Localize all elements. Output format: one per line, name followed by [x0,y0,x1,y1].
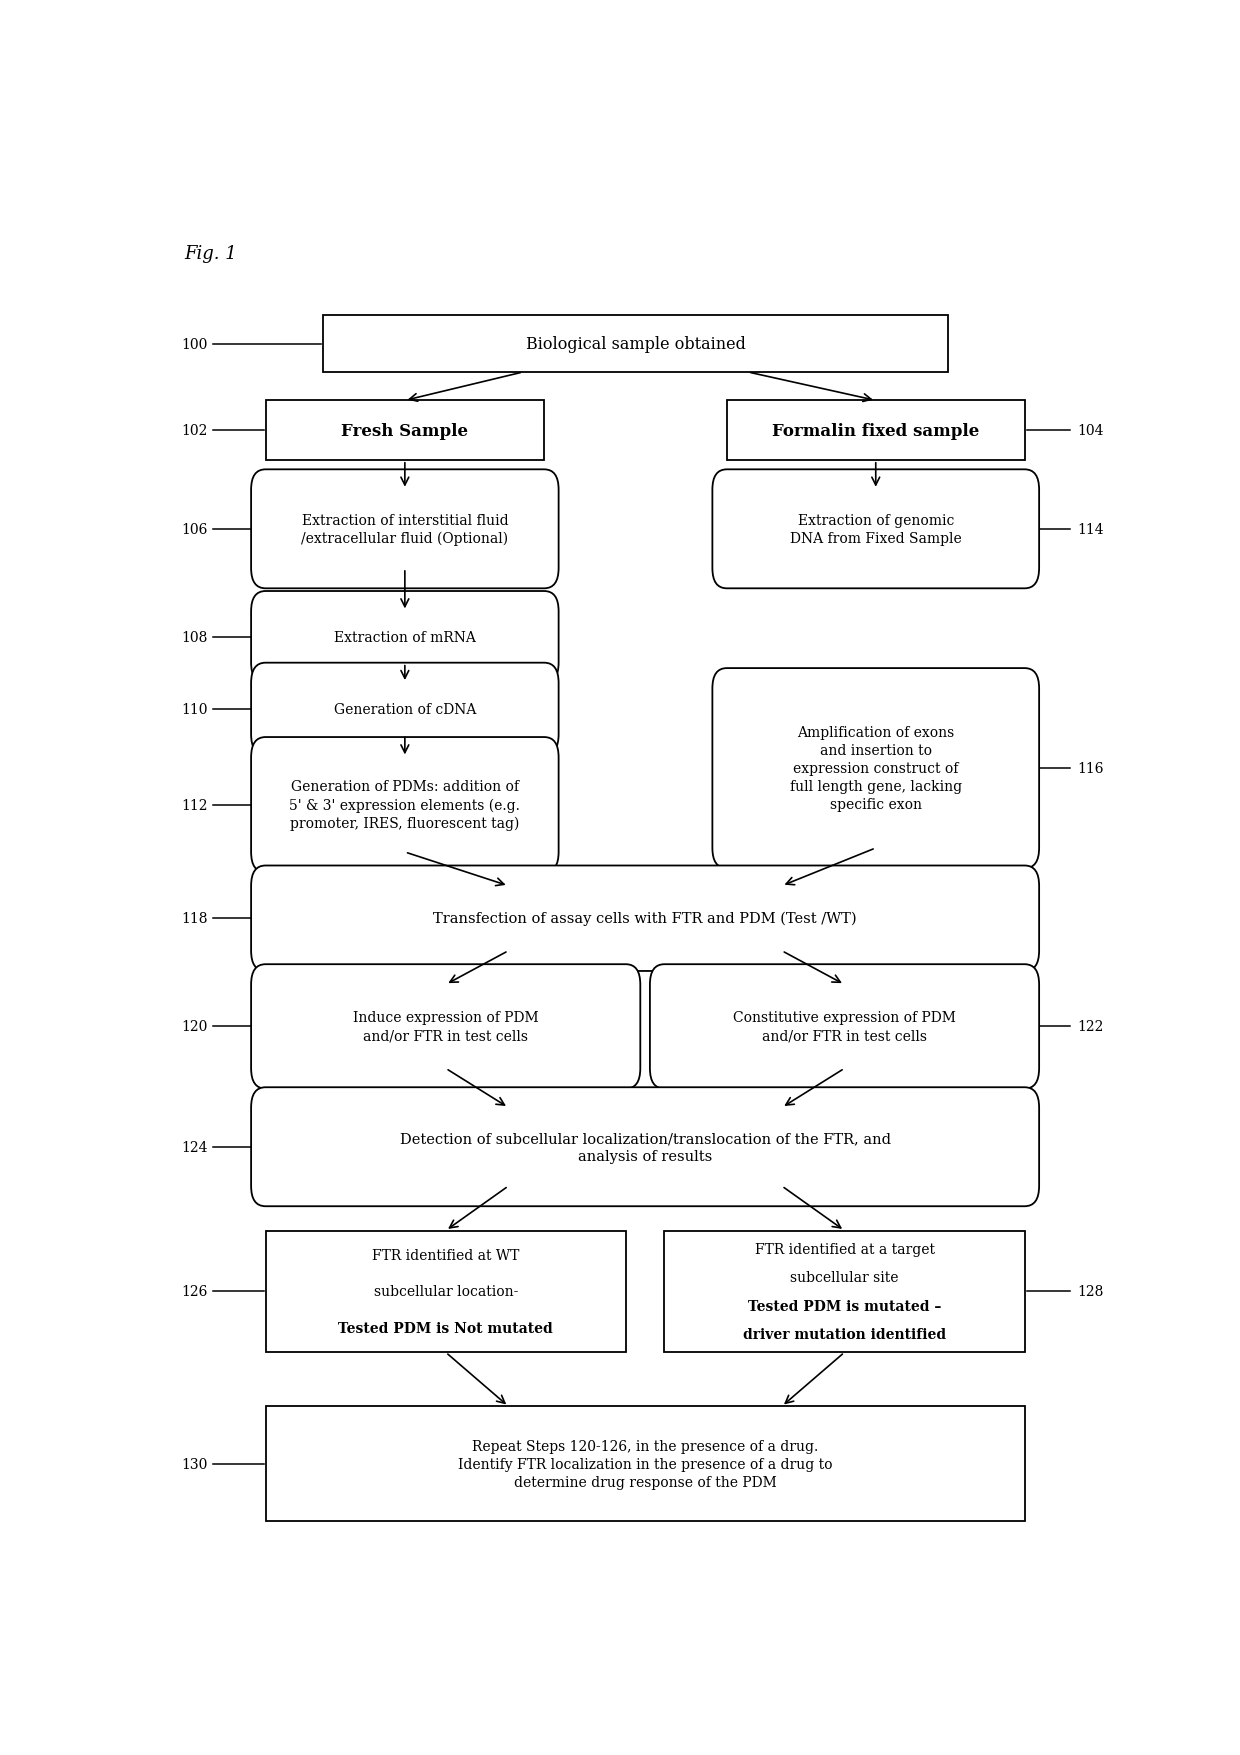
Text: Formalin fixed sample: Formalin fixed sample [773,423,980,439]
FancyBboxPatch shape [265,1230,626,1353]
Text: 126: 126 [181,1285,208,1299]
Text: Repeat Steps 120-126, in the presence of a drug.
Identify FTR localization in th: Repeat Steps 120-126, in the presence of… [458,1439,832,1488]
Text: 100: 100 [181,337,208,351]
FancyBboxPatch shape [727,402,1024,460]
Text: 118: 118 [181,911,208,925]
FancyBboxPatch shape [250,470,558,590]
Text: 108: 108 [181,630,208,644]
FancyBboxPatch shape [650,965,1039,1088]
Text: subcellular site: subcellular site [790,1271,899,1285]
Text: FTR identified at a target: FTR identified at a target [754,1243,935,1257]
Text: 112: 112 [181,799,208,813]
FancyBboxPatch shape [250,663,558,755]
FancyBboxPatch shape [265,402,544,460]
Text: 110: 110 [181,702,208,716]
FancyBboxPatch shape [665,1230,1024,1353]
FancyBboxPatch shape [324,316,947,372]
Text: driver mutation identified: driver mutation identified [743,1327,946,1341]
FancyBboxPatch shape [712,470,1039,590]
Text: subcellular location-: subcellular location- [373,1285,518,1299]
Text: 106: 106 [181,523,208,537]
Text: 102: 102 [181,425,208,437]
Text: 122: 122 [1078,1020,1104,1034]
Text: Generation of cDNA: Generation of cDNA [334,702,476,716]
Text: 130: 130 [181,1457,208,1471]
Text: 124: 124 [181,1141,208,1155]
Text: Induce expression of PDM
and/or FTR in test cells: Induce expression of PDM and/or FTR in t… [353,1011,538,1042]
FancyBboxPatch shape [250,965,640,1088]
Text: Amplification of exons
and insertion to
expression construct of
full length gene: Amplification of exons and insertion to … [790,727,962,811]
Text: 114: 114 [1078,523,1104,537]
Text: 128: 128 [1078,1285,1104,1299]
FancyBboxPatch shape [250,1088,1039,1206]
Text: Tested PDM is Not mutated: Tested PDM is Not mutated [339,1322,553,1336]
Text: Fresh Sample: Fresh Sample [341,423,469,439]
FancyBboxPatch shape [265,1406,1024,1522]
FancyBboxPatch shape [250,737,558,872]
Text: Tested PDM is mutated –: Tested PDM is mutated – [748,1299,941,1313]
Text: FTR identified at WT: FTR identified at WT [372,1248,520,1262]
FancyBboxPatch shape [712,669,1039,869]
Text: Biological sample obtained: Biological sample obtained [526,335,745,353]
Text: 120: 120 [181,1020,208,1034]
Text: Extraction of genomic
DNA from Fixed Sample: Extraction of genomic DNA from Fixed Sam… [790,514,962,546]
Text: Generation of PDMs: addition of
5' & 3' expression elements (e.g.
promoter, IRES: Generation of PDMs: addition of 5' & 3' … [289,779,521,830]
Text: Extraction of mRNA: Extraction of mRNA [334,630,476,644]
Text: Constitutive expression of PDM
and/or FTR in test cells: Constitutive expression of PDM and/or FT… [733,1011,956,1042]
Text: Detection of subcellular localization/translocation of the FTR, and
analysis of : Detection of subcellular localization/tr… [399,1132,890,1164]
Text: Transfection of assay cells with FTR and PDM (Test /WT): Transfection of assay cells with FTR and… [433,911,857,927]
FancyBboxPatch shape [250,591,558,684]
Text: 104: 104 [1078,425,1104,437]
FancyBboxPatch shape [250,865,1039,972]
Text: Extraction of interstitial fluid
/extracellular fluid (Optional): Extraction of interstitial fluid /extrac… [301,514,508,546]
Text: 116: 116 [1078,762,1104,776]
Text: Fig. 1: Fig. 1 [184,244,237,263]
